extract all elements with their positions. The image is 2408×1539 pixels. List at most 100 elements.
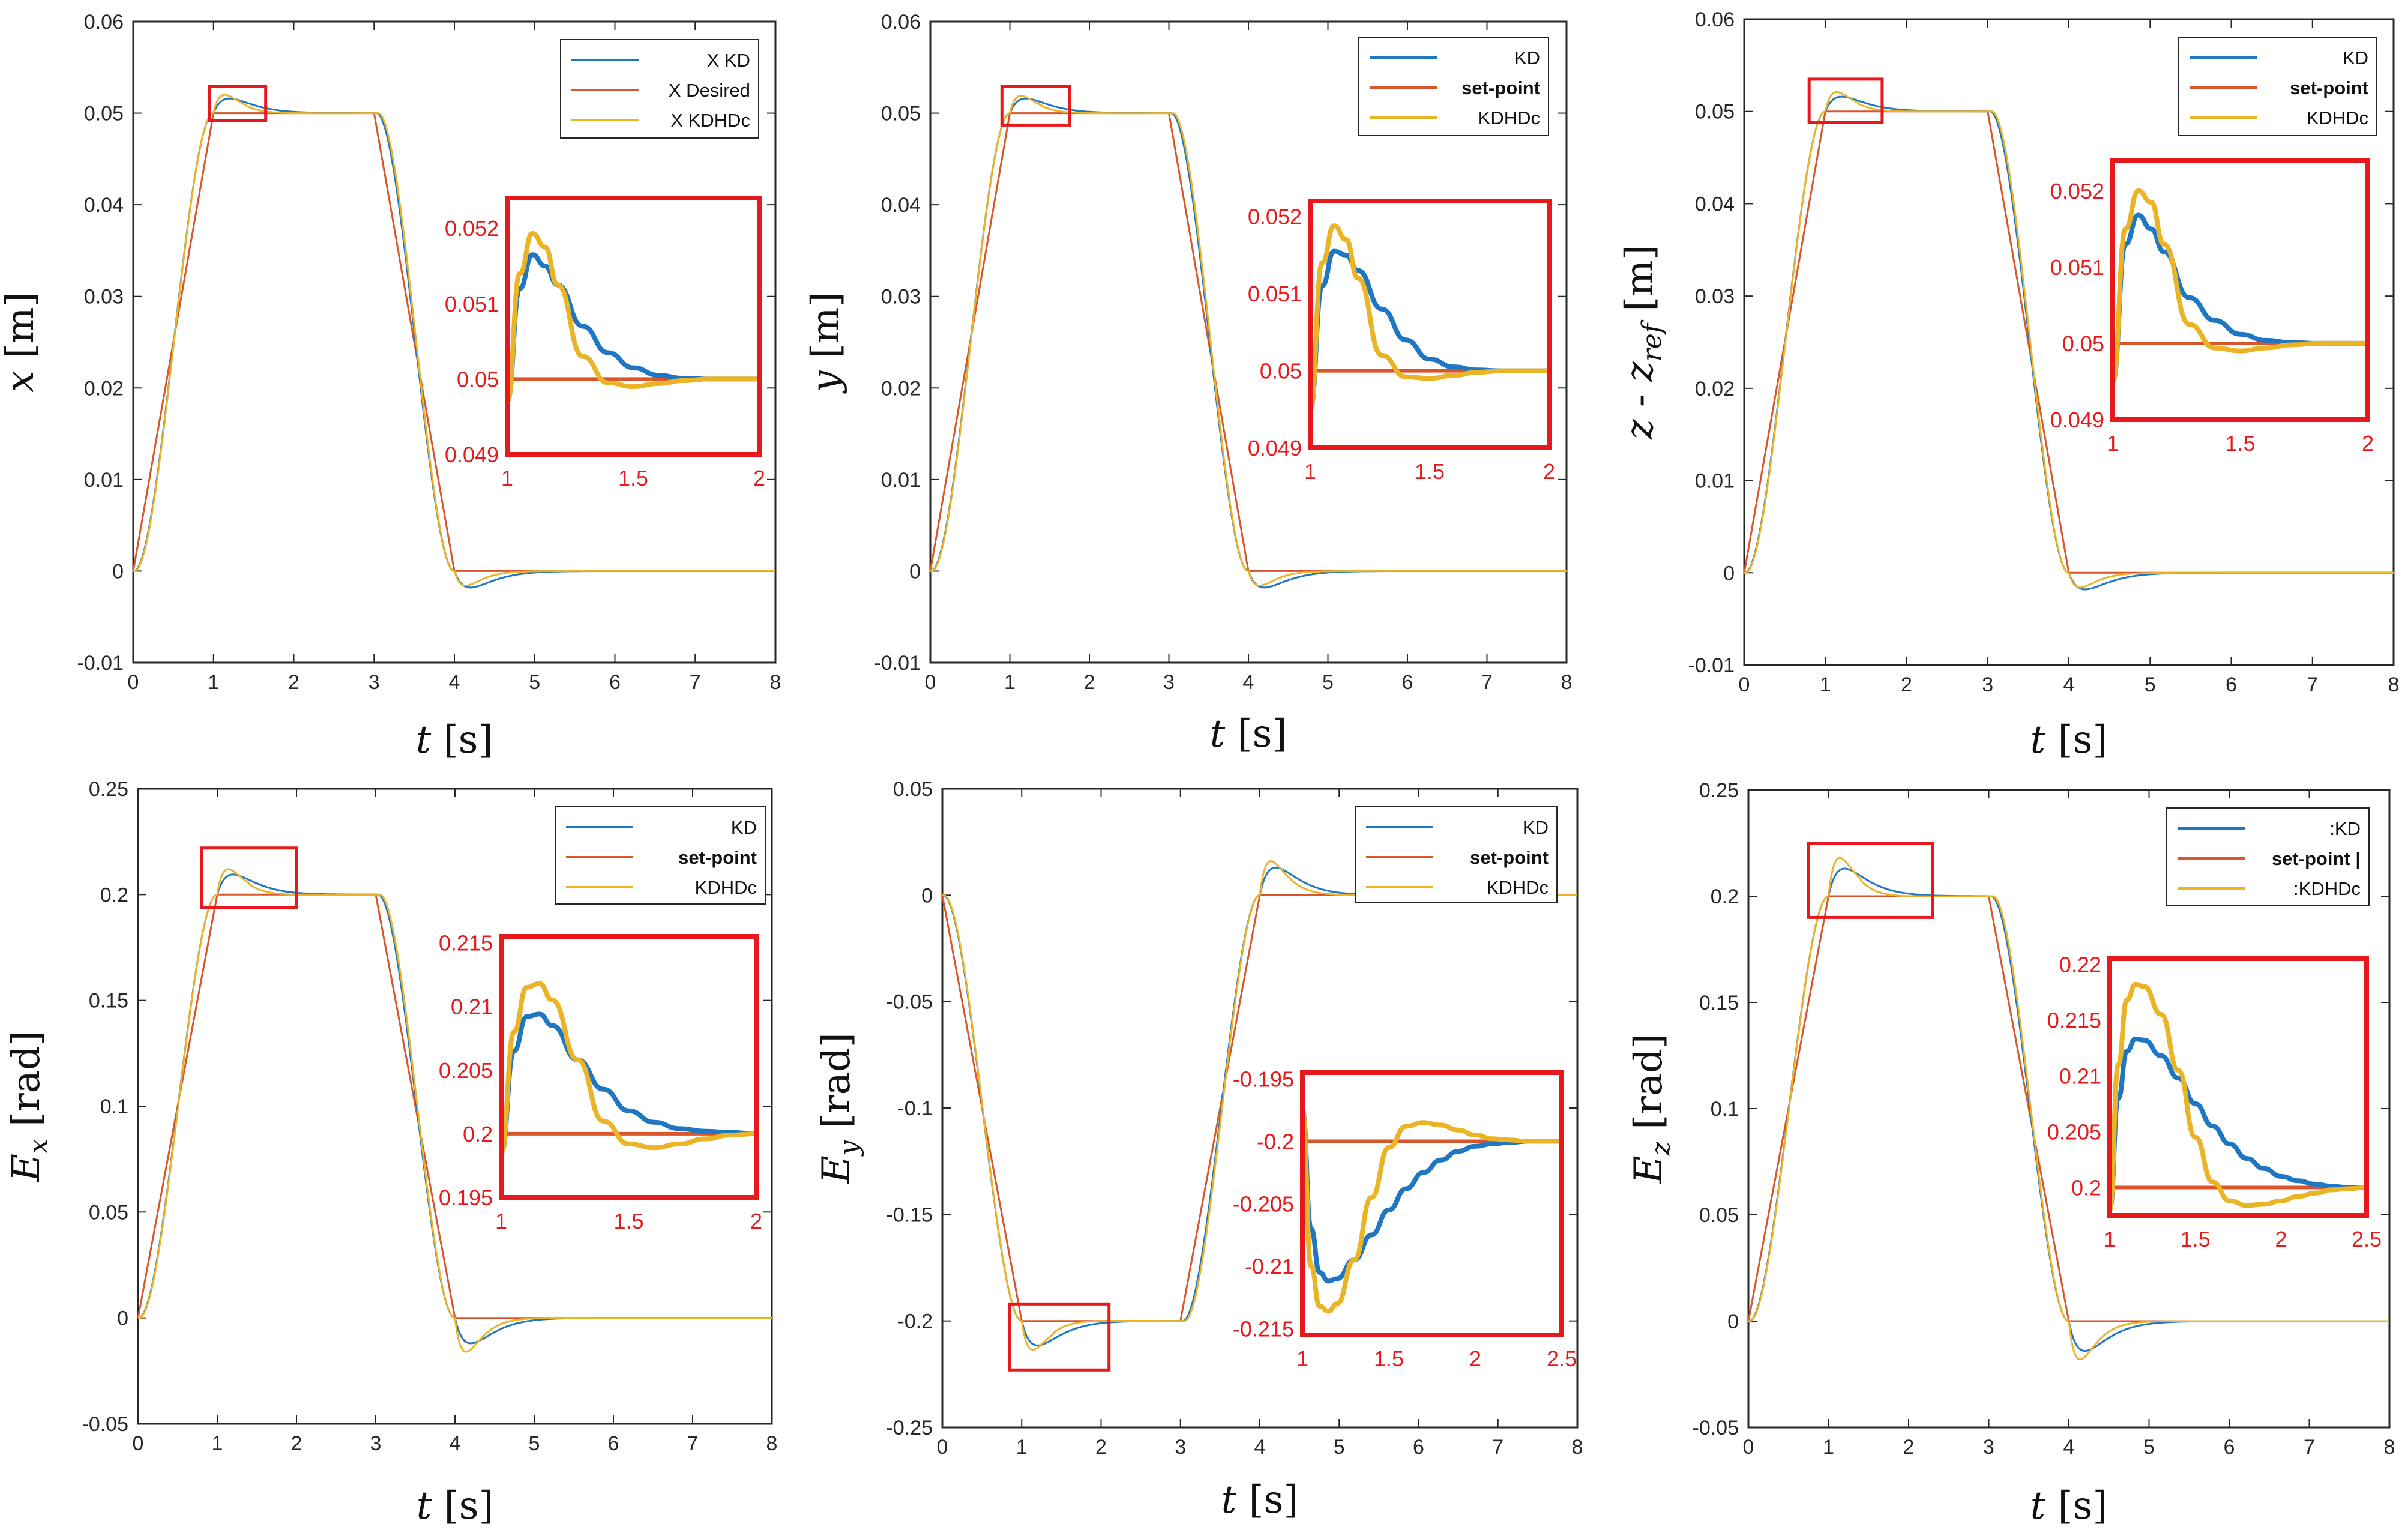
inset-x-tick-label: 2.5	[2352, 1227, 2382, 1251]
inset-line-kd	[1300, 1107, 1562, 1284]
legend-label-kd: KD	[1523, 817, 1549, 838]
y-tick-label: 0.03	[1695, 285, 1735, 308]
inset-background	[2110, 959, 2367, 1215]
inset-x-tick-label: 1	[1304, 459, 1316, 484]
x-tick-label: 6	[1402, 671, 1413, 694]
inset-x-tick-label: 1	[2104, 1227, 2116, 1251]
x-tick-label: 6	[609, 671, 621, 694]
x-tick-label: 0	[133, 1432, 144, 1455]
inset-y-tick-label: 0.05	[457, 367, 499, 391]
x-tick-label: 4	[2063, 1436, 2075, 1459]
x-axis-label: t [s]	[1221, 1478, 1299, 1522]
x-tick-label: 2	[1084, 671, 1095, 694]
legend: KD set-point KDHDc	[1355, 806, 1558, 903]
x-tick-label: 7	[2304, 1436, 2315, 1459]
x-tick-label: 7	[1492, 1436, 1503, 1459]
y-tick-label: 0.05	[1695, 101, 1735, 124]
legend-label-kd: :KD	[2329, 818, 2361, 839]
legend-label-kdhdc: X KDHDc	[670, 110, 750, 131]
inset-x-tick-label: 2	[1543, 459, 1555, 484]
inset-y-tick-label: 0.22	[2059, 952, 2101, 977]
x-tick-label: 6	[608, 1432, 619, 1455]
series-line-kdhdc	[133, 94, 775, 587]
inset-y-tick-label: 0.051	[445, 292, 499, 316]
series-line-kdhdc	[1748, 857, 2389, 1361]
inset-line-kdhdc	[1300, 1107, 1562, 1314]
inset-zoom: 1 1.5 2 0.195 0.2 0.205 0.21 0.215	[439, 931, 762, 1233]
inset-y-tick-label: 0.051	[1248, 282, 1302, 306]
x-axis-label-symbol: t	[416, 718, 432, 762]
y-tick-label: 0.15	[1699, 992, 1739, 1014]
legend-label-kdhdc: :KDHDc	[2293, 878, 2361, 899]
y-tick-label: 0.02	[84, 377, 124, 400]
inset-y-tick-label: 0.052	[1248, 205, 1302, 229]
x-axis-label: t [s]	[1210, 712, 1287, 756]
y-tick-label: 0.06	[881, 11, 921, 34]
inset-frame	[2110, 158, 2370, 422]
y-tick-label: 0.04	[84, 194, 124, 217]
x-tick-label: 2	[291, 1432, 303, 1455]
y-tick-label: -0.01	[77, 652, 124, 675]
inset-y-tick-label: 0.195	[439, 1185, 493, 1210]
inset-frame	[1300, 1070, 1564, 1337]
legend: KD set-point KDHDc	[555, 806, 766, 905]
y-axis-label: Ey [rad]	[814, 1032, 864, 1184]
x-axis-label: t [s]	[416, 718, 493, 762]
inset-x-tick-label: 1	[495, 1209, 507, 1233]
inset-y-tick-label: 0.049	[1248, 436, 1302, 460]
inset-y-tick-label: -0.205	[1233, 1192, 1294, 1217]
y-tick-label: -0.15	[886, 1203, 933, 1226]
x-tick-label: 4	[450, 1432, 461, 1455]
legend-label-setpoint: set-point	[1461, 77, 1540, 98]
inset-x-tick-label: 1.5	[2181, 1227, 2211, 1251]
y-axis-label-symbol: E	[1627, 1155, 1671, 1184]
inset-y-tick-label: 0.049	[445, 442, 499, 467]
y-axis-label: y [m]	[804, 292, 848, 394]
y-axis-label: Ez [rad]	[1627, 1034, 1676, 1184]
legend-box	[2178, 37, 2377, 136]
x-tick-label: 8	[766, 1432, 778, 1455]
inset-x-tick-label: 1	[501, 466, 513, 490]
y-axis-label-symbol: z - z	[1618, 361, 1662, 440]
legend: KD set-point KDHDc	[2178, 37, 2377, 136]
inset-line-kdhdc	[2110, 188, 2368, 384]
x-tick-label: 6	[1413, 1436, 1424, 1459]
y-tick-label: 0.06	[84, 11, 124, 34]
x-tick-label: 4	[2063, 673, 2075, 696]
inset-line-kdhdc	[2107, 981, 2367, 1212]
x-tick-label: 0	[1739, 673, 1750, 696]
x-tick-label: 7	[1481, 671, 1493, 694]
x-tick-label: 1	[1820, 673, 1831, 696]
y-tick-label: 0.01	[1695, 470, 1735, 493]
inset-x-tick-label: 2	[2362, 431, 2374, 456]
x-axis-label-unit: [s]	[2045, 1484, 2107, 1528]
inset-y-tick-label: 0.21	[2059, 1064, 2101, 1088]
y-axis-label-symbol: y	[804, 370, 848, 394]
y-tick-label: -0.25	[886, 1417, 933, 1439]
y-tick-label: 0.2	[100, 884, 128, 906]
x-tick-label: 3	[1175, 1436, 1186, 1459]
y-tick-label: 0	[117, 1307, 128, 1330]
inset-x-tick-label: 1.5	[1415, 459, 1445, 484]
y-tick-label: 0.01	[84, 469, 124, 492]
inset-line-kd	[499, 1011, 757, 1155]
y-tick-label: 0.03	[881, 286, 921, 309]
x-tick-label: 2	[1903, 1436, 1915, 1459]
inset-y-tick-label: -0.195	[1233, 1067, 1294, 1091]
inset-y-tick-label: -0.2	[1257, 1129, 1294, 1154]
series-line-kdhdc	[138, 868, 772, 1353]
legend-label-kdhdc: KDHDc	[1478, 107, 1540, 128]
y-axis-label-subscript: z	[1646, 1141, 1676, 1156]
y-tick-label: -0.05	[82, 1413, 129, 1436]
y-axis-label-symbol: E	[4, 1154, 49, 1182]
x-tick-label: 2	[1095, 1436, 1107, 1459]
x-tick-label: 0	[925, 671, 936, 694]
y-tick-label: 0.25	[89, 778, 128, 801]
legend-label-setpoint: set-point	[2290, 77, 2368, 98]
x-tick-label: 3	[1163, 671, 1175, 694]
x-axis-label-symbol: t	[417, 1484, 432, 1528]
y-tick-label: 0.15	[89, 990, 128, 1013]
y-tick-label: 0.2	[1711, 885, 1739, 908]
x-axis-label-unit: [s]	[432, 1484, 493, 1528]
